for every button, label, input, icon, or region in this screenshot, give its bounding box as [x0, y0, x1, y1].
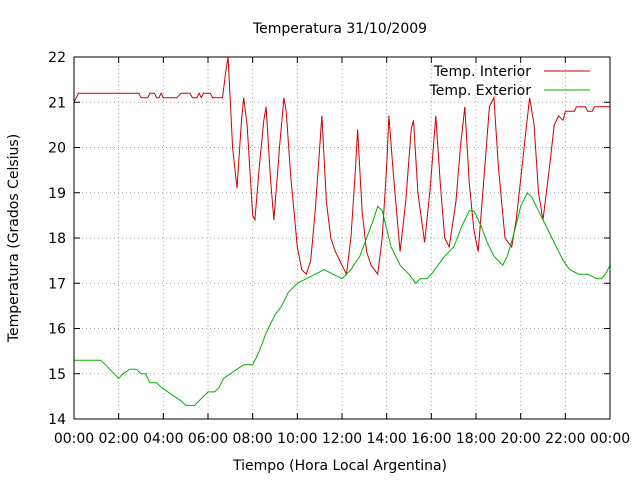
legend-label-exterior: Temp. Exterior — [429, 83, 532, 99]
y-tick-label: 20 — [48, 141, 66, 157]
x-tick-label: 20:00 — [500, 431, 540, 447]
y-tick-label: 16 — [48, 322, 66, 338]
series-line-exterior — [74, 191, 611, 406]
x-tick-label: 02:00 — [98, 431, 138, 447]
x-tick-label: 10:00 — [277, 431, 317, 447]
y-tick-label: 21 — [48, 95, 66, 111]
axis-ticks: 00:00 02:00 04:00 06:00 08:00 10:00 12:00 14:00… — [48, 50, 630, 447]
chart-title: Temperatura 31/10/2009 — [252, 21, 427, 37]
y-tick-label: 18 — [48, 231, 66, 247]
y-tick-label: 19 — [48, 186, 66, 202]
x-tick-label: 04:00 — [143, 431, 183, 447]
x-tick-label: 00:00 — [590, 431, 630, 447]
x-tick-label: 08:00 — [232, 431, 272, 447]
grid — [74, 57, 610, 419]
x-axis-label: Tiempo (Hora Local Argentina) — [232, 458, 447, 474]
x-tick-label: 06:00 — [188, 431, 228, 447]
legend-label-interior: Temp. Interior — [433, 64, 532, 80]
y-tick-label: 17 — [48, 276, 66, 292]
y-tick-label: 14 — [48, 412, 66, 428]
series-lines — [73, 56, 611, 406]
x-tick-label: 12:00 — [322, 431, 362, 447]
x-tick-label: 18:00 — [456, 431, 496, 447]
x-tick-label: 00:00 — [54, 431, 94, 447]
y-tick-label: 22 — [48, 50, 66, 66]
series-line-interior — [73, 56, 610, 276]
legend: Temp. Interior Temp. Exterior — [429, 64, 590, 99]
x-tick-label: 16:00 — [411, 431, 451, 447]
x-tick-label: 14:00 — [366, 431, 406, 447]
y-tick-label: 15 — [48, 367, 66, 383]
x-tick-label: 22:00 — [545, 431, 585, 447]
y-axis-label: Temperatura (Grados Celsius) — [6, 134, 22, 343]
